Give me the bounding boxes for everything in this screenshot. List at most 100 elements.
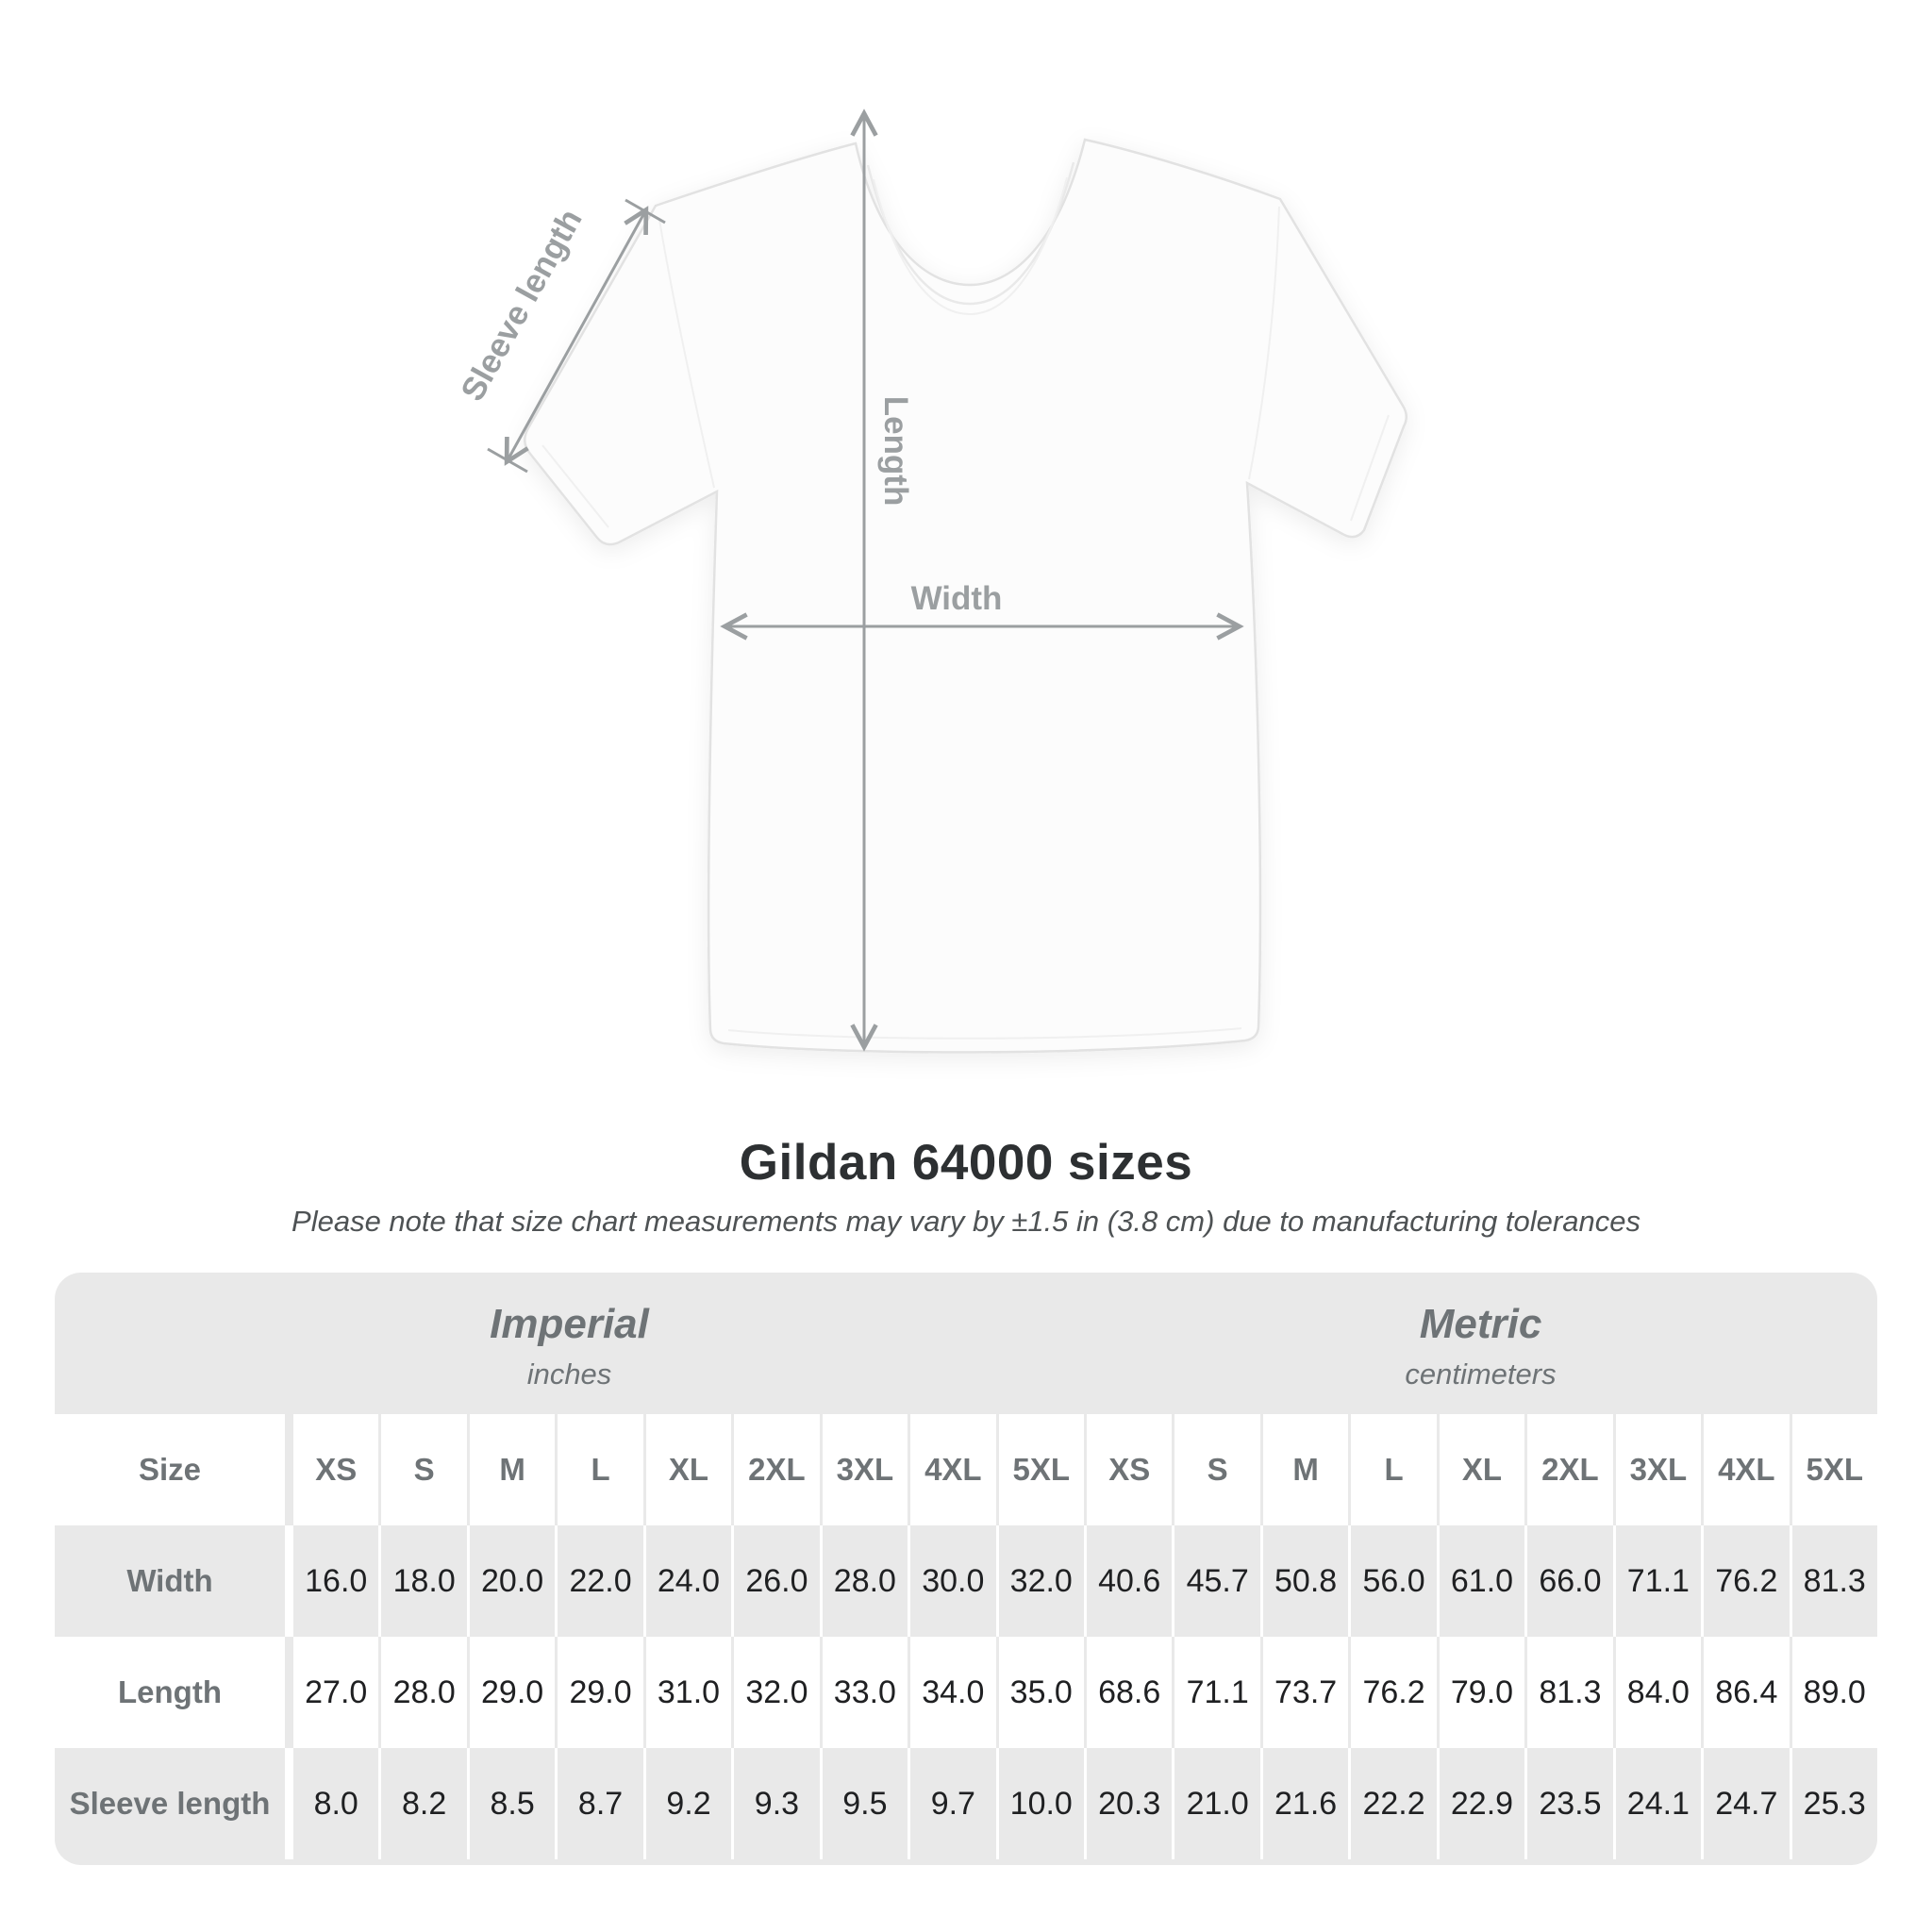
size-row-label: Size xyxy=(55,1414,285,1525)
metric-group-title: Metric xyxy=(1419,1301,1542,1347)
cell-sleeve-length-metric-m: 21.6 xyxy=(1262,1748,1349,1859)
cell-sleeve-length-metric-3xl: 24.1 xyxy=(1615,1748,1702,1859)
cell-width-metric-2xl: 66.0 xyxy=(1527,1525,1613,1637)
size-col-metric-xs: XS xyxy=(1086,1414,1173,1525)
cell-width-metric-5xl: 81.3 xyxy=(1791,1525,1877,1637)
cell-width-imperial-l: 22.0 xyxy=(558,1525,643,1637)
cell-width-imperial-4xl: 30.0 xyxy=(910,1525,996,1637)
cell-length-metric-s: 71.1 xyxy=(1174,1637,1260,1748)
table-row-sleeve-length: Sleeve length 8.0 8.2 8.5 8.7 9.2 9.3 9.5 9.7 10.… xyxy=(55,1748,1877,1859)
cell-length-imperial-s: 28.0 xyxy=(381,1637,467,1748)
cell-length-metric-2xl: 81.3 xyxy=(1527,1637,1613,1748)
collar-stitch xyxy=(873,176,1068,316)
cell-width-metric-s: 45.7 xyxy=(1174,1525,1260,1637)
cell-sleeve-length-metric-4xl: 24.7 xyxy=(1704,1748,1790,1859)
sleeve-arrow-bottom-tick xyxy=(487,447,528,474)
page-title: Gildan 64000 sizes xyxy=(739,1135,1193,1191)
row-label-sleeve-length: Sleeve length xyxy=(55,1748,285,1859)
size-col-metric-xl: XL xyxy=(1439,1414,1525,1525)
size-col-imperial-4xl: 4XL xyxy=(910,1414,996,1525)
right-sleeve-seam xyxy=(1248,206,1280,480)
cell-length-imperial-5xl: 35.0 xyxy=(998,1637,1084,1748)
cell-length-metric-3xl: 84.0 xyxy=(1615,1637,1702,1748)
size-col-imperial-l: L xyxy=(558,1414,643,1525)
imperial-group-header: Imperial inches xyxy=(55,1273,1084,1414)
tshirt-image xyxy=(524,138,1407,1054)
cell-length-imperial-m: 29.0 xyxy=(469,1637,556,1748)
size-col-metric-s: S xyxy=(1174,1414,1260,1525)
size-diagram: Length Width Sleeve length xyxy=(454,108,1407,1054)
cell-length-imperial-3xl: 33.0 xyxy=(822,1637,908,1748)
cell-sleeve-length-metric-l: 22.2 xyxy=(1351,1748,1437,1859)
cell-sleeve-length-imperial-m: 8.5 xyxy=(469,1748,556,1859)
cell-length-imperial-l: 29.0 xyxy=(558,1637,643,1748)
size-col-imperial-5xl: 5XL xyxy=(998,1414,1084,1525)
cell-length-metric-4xl: 86.4 xyxy=(1704,1637,1790,1748)
metric-group-unit: centimeters xyxy=(1405,1357,1557,1391)
size-col-metric-4xl: 4XL xyxy=(1704,1414,1790,1525)
table-row-width: Width 16.0 18.0 20.0 22.0 24.0 26.0 28.0 30.0 32.… xyxy=(55,1525,1877,1637)
cell-sleeve-length-imperial-4xl: 9.7 xyxy=(910,1748,996,1859)
imperial-group-title: Imperial xyxy=(490,1301,649,1347)
sleeve-length-arrow xyxy=(504,206,649,466)
cell-length-metric-5xl: 89.0 xyxy=(1791,1637,1877,1748)
imperial-group-unit: inches xyxy=(526,1357,612,1391)
cell-width-metric-4xl: 76.2 xyxy=(1704,1525,1790,1637)
cell-width-imperial-xl: 24.0 xyxy=(645,1525,732,1637)
size-col-imperial-3xl: 3XL xyxy=(822,1414,908,1525)
size-col-imperial-xl: XL xyxy=(645,1414,732,1525)
cell-sleeve-length-metric-xs: 20.3 xyxy=(1086,1748,1173,1859)
left-sleeve-seam xyxy=(658,219,715,489)
size-col-metric-l: L xyxy=(1351,1414,1437,1525)
cell-sleeve-length-imperial-s: 8.2 xyxy=(381,1748,467,1859)
cell-width-imperial-5xl: 32.0 xyxy=(998,1525,1084,1637)
cell-width-metric-xl: 61.0 xyxy=(1439,1525,1525,1637)
cell-width-metric-l: 56.0 xyxy=(1351,1525,1437,1637)
cell-sleeve-length-metric-5xl: 25.3 xyxy=(1791,1748,1877,1859)
sleeve-arrow-top-tick xyxy=(625,198,666,225)
size-col-metric-2xl: 2XL xyxy=(1527,1414,1613,1525)
width-label: Width xyxy=(911,580,1003,617)
size-header-row: Size XS S M L XL 2XL 3XL 4XL 5XL XS S M L XL 2XL 3XL 4XL 5… xyxy=(55,1414,1877,1525)
cell-width-imperial-2xl: 26.0 xyxy=(734,1525,820,1637)
cell-sleeve-length-imperial-5xl: 10.0 xyxy=(998,1748,1084,1859)
cell-sleeve-length-metric-s: 21.0 xyxy=(1174,1748,1260,1859)
cell-length-metric-l: 76.2 xyxy=(1351,1637,1437,1748)
cell-sleeve-length-imperial-xs: 8.0 xyxy=(293,1748,379,1859)
cell-length-metric-xs: 68.6 xyxy=(1086,1637,1173,1748)
row-label-length: Length xyxy=(55,1637,285,1748)
cell-sleeve-length-imperial-3xl: 9.5 xyxy=(822,1748,908,1859)
metric-group-header: Metric centimeters xyxy=(1084,1273,1877,1414)
size-col-metric-3xl: 3XL xyxy=(1615,1414,1702,1525)
size-col-imperial-xs: XS xyxy=(293,1414,379,1525)
hem-stitch xyxy=(727,1027,1242,1040)
cell-length-imperial-4xl: 34.0 xyxy=(910,1637,996,1748)
size-col-metric-m: M xyxy=(1262,1414,1349,1525)
cell-length-imperial-2xl: 32.0 xyxy=(734,1637,820,1748)
size-col-imperial-s: S xyxy=(381,1414,467,1525)
cell-sleeve-length-metric-2xl: 23.5 xyxy=(1527,1748,1613,1859)
cell-sleeve-length-metric-xl: 22.9 xyxy=(1439,1748,1525,1859)
right-cuff-stitch xyxy=(1350,414,1390,522)
cell-width-imperial-3xl: 28.0 xyxy=(822,1525,908,1637)
cell-width-imperial-xs: 16.0 xyxy=(293,1525,379,1637)
unit-group-header: Imperial inches Metric centimeters xyxy=(55,1273,1877,1414)
cell-length-imperial-xs: 27.0 xyxy=(293,1637,379,1748)
tolerance-note: Please note that size chart measurements… xyxy=(291,1205,1641,1238)
cell-sleeve-length-imperial-xl: 9.2 xyxy=(645,1748,732,1859)
cell-sleeve-length-imperial-l: 8.7 xyxy=(558,1748,643,1859)
cell-width-metric-m: 50.8 xyxy=(1262,1525,1349,1637)
tshirt-measurement-illustration: Length Width Sleeve length xyxy=(454,108,1407,1054)
cell-width-imperial-s: 18.0 xyxy=(381,1525,467,1637)
cell-length-metric-m: 73.7 xyxy=(1262,1637,1349,1748)
size-col-metric-5xl: 5XL xyxy=(1791,1414,1877,1525)
row-label-width: Width xyxy=(55,1525,285,1637)
cell-width-metric-3xl: 71.1 xyxy=(1615,1525,1702,1637)
tshirt-silhouette xyxy=(524,138,1407,1054)
size-chart-table: Imperial inches Metric centimeters Size X… xyxy=(55,1273,1877,1865)
size-col-imperial-2xl: 2XL xyxy=(734,1414,820,1525)
cell-length-metric-xl: 79.0 xyxy=(1439,1637,1525,1748)
cell-width-metric-xs: 40.6 xyxy=(1086,1525,1173,1637)
length-label: Length xyxy=(877,396,914,507)
cell-width-imperial-m: 20.0 xyxy=(469,1525,556,1637)
